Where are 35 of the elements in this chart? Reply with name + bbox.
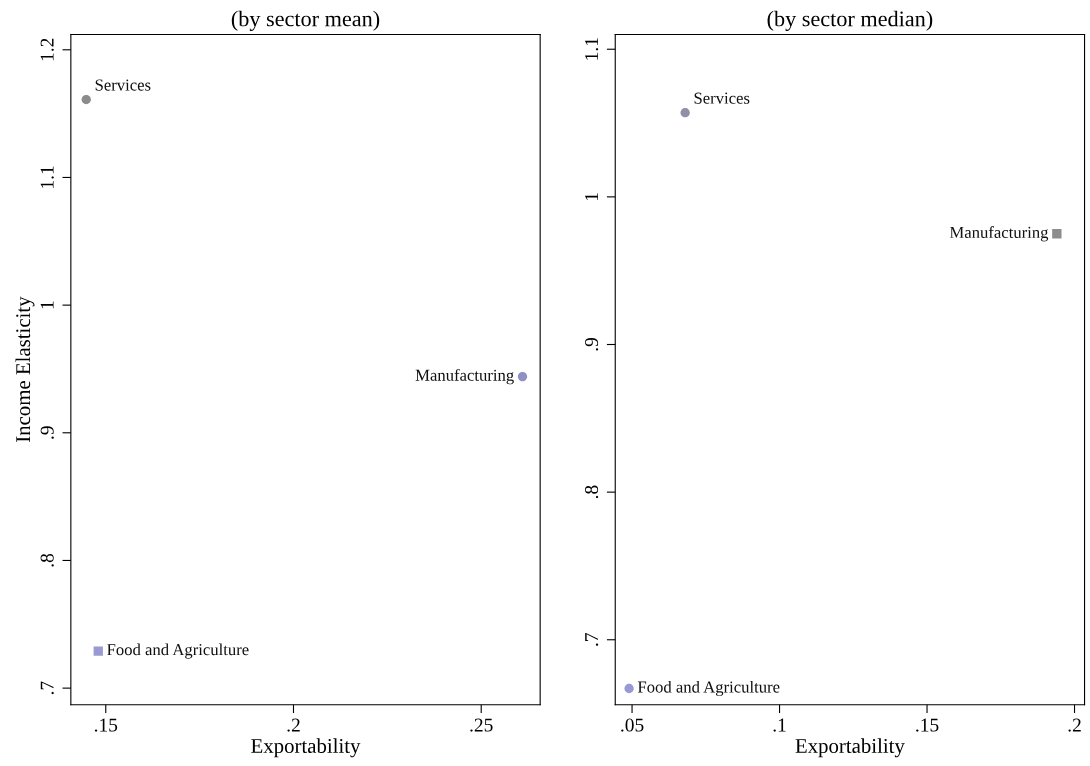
y-tick-label: 1.1 [40,166,54,188]
y-tick-label: 1.2 [40,38,54,61]
x-axis-title: Exportability [251,738,361,758]
series-label: Manufacturing [415,368,514,385]
point [1052,229,1062,239]
y-tick-label: .9 [585,338,599,351]
y-tick-label: 1.1 [585,38,599,60]
x-tick-label: .15 [916,718,939,732]
y-tick-label: 1 [40,301,54,309]
x-tick-label: .05 [621,718,644,732]
x-tick-label: .2 [1068,718,1081,732]
chart-title: (by sector mean) [231,10,380,31]
point [81,94,91,105]
x-tick-label: .15 [94,718,118,732]
series-label: Food and Agriculture [637,680,780,697]
x-tick-label: .25 [470,718,493,732]
series-label: Services [694,92,750,104]
x-axis-title: Exportability [795,738,905,758]
y-tick-label: .7 [40,681,54,695]
series-label: Services [95,79,151,91]
series-label: Food and Agriculture [107,643,249,659]
y-tick-label: .7 [585,633,599,646]
y-tick-label: 1 [585,193,598,201]
series-label: Manufacturing [949,226,1049,242]
point [93,646,103,656]
y-axis-title: Income Elasticity [15,296,35,443]
point [680,108,690,118]
y-tick-label: .8 [584,485,599,499]
point [517,371,528,382]
x-tick-label: .2 [287,718,300,732]
chart-title: (by sector median) [767,10,933,31]
y-tick-label: .9 [40,426,54,439]
y-tick-label: .8 [40,553,54,567]
x-tick-label: .1 [773,718,786,732]
point [624,683,634,694]
